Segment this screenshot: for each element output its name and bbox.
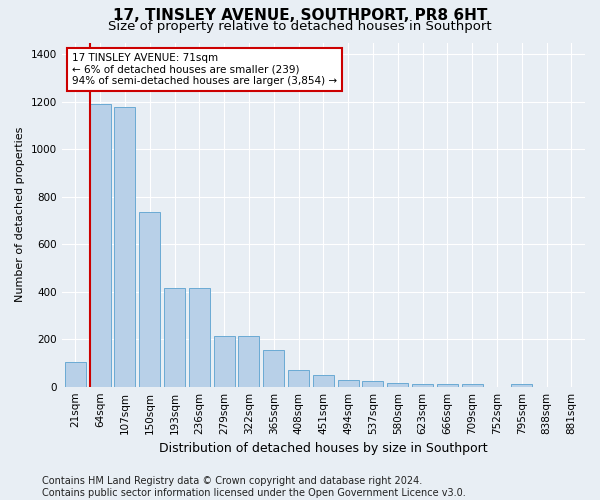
Bar: [387, 382, 408, 386]
Bar: [115, 106, 136, 386]
Bar: [313, 375, 334, 386]
Bar: [164, 288, 185, 386]
Bar: [263, 350, 284, 387]
X-axis label: Distribution of detached houses by size in Southport: Distribution of detached houses by size …: [159, 442, 488, 455]
Bar: [412, 384, 433, 386]
Text: Contains HM Land Registry data © Crown copyright and database right 2024.
Contai: Contains HM Land Registry data © Crown c…: [42, 476, 466, 498]
Bar: [511, 384, 532, 386]
Bar: [238, 336, 259, 386]
Bar: [338, 380, 359, 386]
Bar: [461, 384, 482, 386]
Bar: [89, 104, 110, 387]
Bar: [362, 380, 383, 386]
Y-axis label: Number of detached properties: Number of detached properties: [15, 127, 25, 302]
Text: Size of property relative to detached houses in Southport: Size of property relative to detached ho…: [108, 20, 492, 33]
Bar: [189, 288, 210, 386]
Bar: [139, 212, 160, 386]
Bar: [437, 384, 458, 386]
Bar: [65, 362, 86, 386]
Bar: [288, 370, 309, 386]
Bar: [214, 336, 235, 386]
Text: 17, TINSLEY AVENUE, SOUTHPORT, PR8 6HT: 17, TINSLEY AVENUE, SOUTHPORT, PR8 6HT: [113, 8, 487, 22]
Text: 17 TINSLEY AVENUE: 71sqm
← 6% of detached houses are smaller (239)
94% of semi-d: 17 TINSLEY AVENUE: 71sqm ← 6% of detache…: [72, 53, 337, 86]
